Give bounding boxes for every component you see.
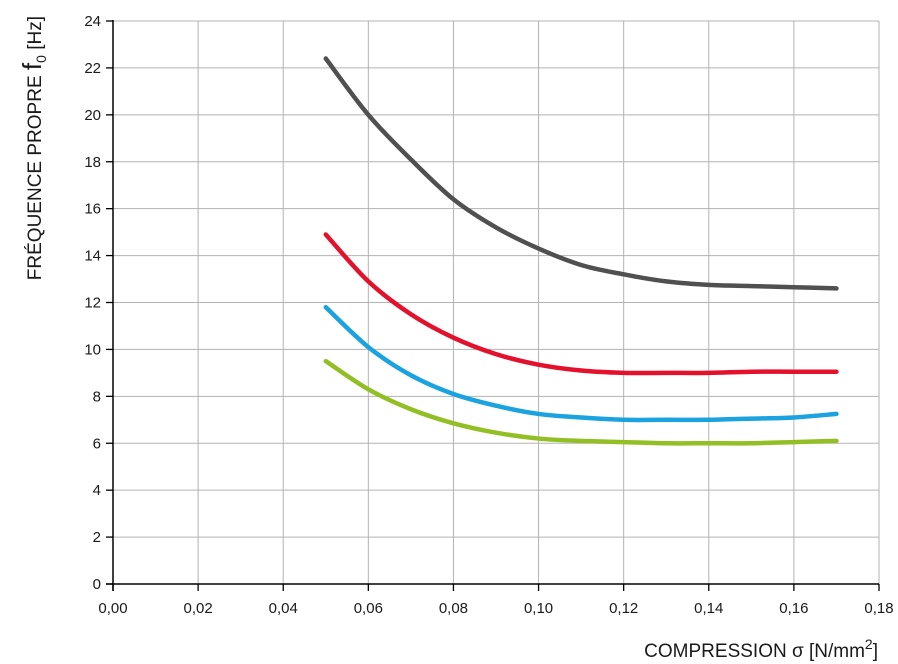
y-tick-label: 4	[93, 482, 101, 499]
x-tick-label: 0,16	[779, 600, 808, 617]
x-tick-label: 0,06	[354, 600, 383, 617]
x-tick-label: 0,08	[439, 600, 468, 617]
y-tick-label: 2	[93, 529, 101, 546]
x-tick-label: 0,12	[609, 600, 638, 617]
axes	[106, 20, 879, 591]
y-tick-label: 22	[84, 60, 101, 77]
series-line-4	[323, 358, 839, 446]
grid	[113, 20, 880, 584]
y-tick-label: 24	[84, 13, 101, 30]
y-tick-label: 8	[93, 388, 101, 405]
x-tick-label: 0,18	[864, 600, 893, 617]
x-tick-label: 0,14	[694, 600, 723, 617]
y-tick-label: 14	[84, 248, 101, 265]
x-tick-label: 0,04	[269, 600, 298, 617]
y-tick-label: 18	[84, 154, 101, 171]
series-line-1	[323, 56, 839, 291]
x-tick-label: 0,02	[184, 600, 213, 617]
series-layer	[323, 56, 839, 446]
y-tick-label: 12	[84, 295, 101, 312]
y-axis-title: FRÉQUENCE PROPRE f0 [Hz]	[17, 16, 49, 280]
x-axis-title: COMPRESSION σ [N/mm2]	[644, 636, 878, 662]
series-line-2	[323, 232, 839, 376]
y-tick-label: 0	[93, 576, 101, 593]
x-tick-label: 0,10	[524, 600, 553, 617]
y-tick-label: 10	[84, 341, 101, 358]
series-line-3	[323, 304, 839, 423]
y-tick-label: 16	[84, 201, 101, 218]
y-tick-label: 20	[84, 107, 101, 124]
x-tick-label: 0,00	[98, 600, 127, 617]
y-tick-label: 6	[93, 435, 101, 452]
